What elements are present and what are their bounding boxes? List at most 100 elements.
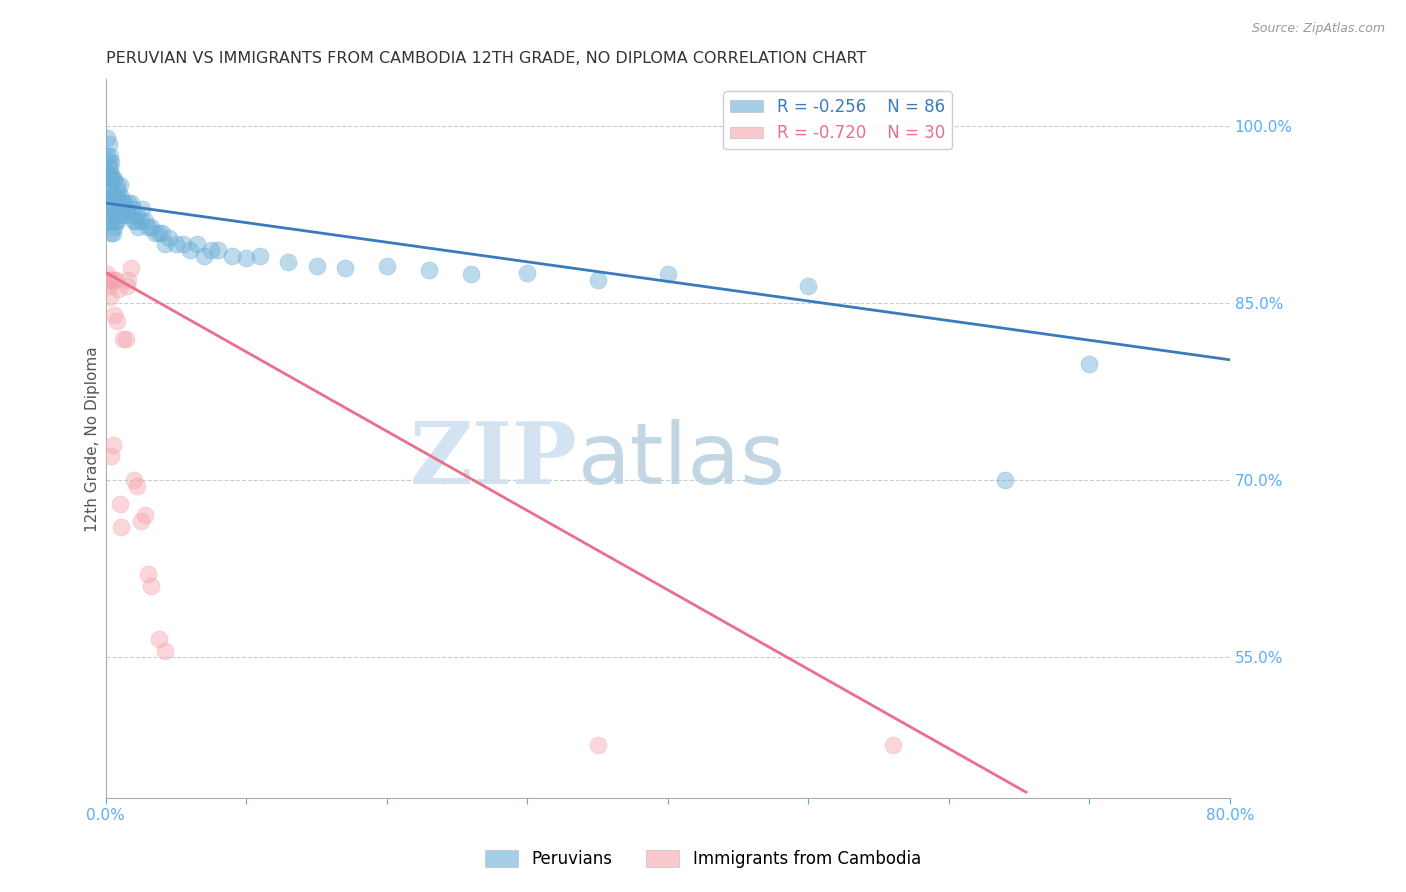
Point [193, 249, 215, 263]
Point [115, 278, 138, 293]
Point [98, 172, 121, 186]
Point [104, 190, 127, 204]
Point [98, 190, 121, 204]
Point [460, 267, 482, 281]
Point [97, 184, 120, 198]
Point [516, 266, 538, 280]
Point [200, 243, 222, 257]
Point [101, 437, 124, 451]
Point [153, 237, 176, 252]
Y-axis label: 12th Grade, No Diploma: 12th Grade, No Diploma [86, 346, 100, 532]
Point [120, 196, 142, 211]
Point [98, 273, 121, 287]
Point [148, 632, 170, 646]
Point [115, 208, 138, 222]
Point [103, 219, 125, 234]
Point [882, 738, 904, 752]
Text: Source: ZipAtlas.com: Source: ZipAtlas.com [1251, 22, 1385, 36]
Point [100, 167, 122, 181]
Point [96, 149, 118, 163]
Point [305, 259, 328, 273]
Point [105, 213, 128, 227]
Point [97, 154, 120, 169]
Point [153, 644, 176, 658]
Point [110, 520, 132, 534]
Point [112, 196, 135, 211]
Point [97, 137, 120, 152]
Point [117, 273, 139, 287]
Point [186, 237, 208, 252]
Point [98, 161, 121, 175]
Text: PERUVIAN VS IMMIGRANTS FROM CAMBODIA 12TH GRADE, NO DIPLOMA CORRELATION CHART: PERUVIAN VS IMMIGRANTS FROM CAMBODIA 12T… [105, 51, 866, 66]
Point [100, 213, 122, 227]
Point [100, 196, 122, 211]
Point [139, 579, 162, 593]
Point [103, 208, 125, 222]
Point [96, 131, 118, 145]
Point [107, 184, 129, 198]
Point [103, 308, 125, 322]
Point [150, 226, 173, 240]
Point [97, 278, 120, 293]
Point [129, 514, 152, 528]
Point [105, 190, 128, 204]
Point [111, 196, 134, 211]
Point [277, 255, 299, 269]
Text: ZIP: ZIP [411, 418, 578, 502]
Point [333, 260, 356, 275]
Point [157, 231, 180, 245]
Point [121, 202, 143, 216]
Point [143, 226, 166, 240]
Point [98, 202, 121, 216]
Point [994, 473, 1017, 487]
Point [125, 208, 148, 222]
Point [105, 178, 128, 193]
Point [129, 213, 152, 227]
Legend: Peruvians, Immigrants from Cambodia: Peruvians, Immigrants from Cambodia [478, 843, 928, 875]
Point [136, 567, 159, 582]
Point [148, 226, 170, 240]
Point [100, 178, 122, 193]
Point [96, 267, 118, 281]
Point [97, 273, 120, 287]
Point [97, 167, 120, 181]
Point [101, 172, 124, 186]
Point [100, 273, 122, 287]
Legend: R = -0.256    N = 86, R = -0.720    N = 30: R = -0.256 N = 86, R = -0.720 N = 30 [724, 91, 952, 149]
Point [131, 202, 153, 216]
Point [235, 252, 257, 266]
Point [117, 196, 139, 211]
Point [120, 260, 142, 275]
Point [100, 226, 122, 240]
Point [98, 290, 121, 304]
Point [221, 249, 243, 263]
Point [249, 249, 271, 263]
Text: atlas: atlas [578, 418, 786, 502]
Point [105, 314, 128, 328]
Point [100, 450, 122, 464]
Point [207, 243, 229, 257]
Point [165, 237, 187, 252]
Point [98, 149, 121, 163]
Point [110, 190, 132, 204]
Point [104, 273, 127, 287]
Point [107, 208, 129, 222]
Point [375, 259, 398, 273]
Point [125, 479, 148, 493]
Point [418, 263, 440, 277]
Point [114, 202, 136, 216]
Point [97, 172, 120, 186]
Point [96, 167, 118, 181]
Point [127, 219, 149, 234]
Point [108, 496, 131, 510]
Point [101, 208, 124, 222]
Point [179, 243, 201, 257]
Point [104, 202, 127, 216]
Point [98, 213, 121, 227]
Point [96, 190, 118, 204]
Point [122, 473, 145, 487]
Point [1078, 358, 1101, 372]
Point [172, 237, 194, 252]
Point [101, 226, 124, 240]
Point [139, 219, 162, 234]
